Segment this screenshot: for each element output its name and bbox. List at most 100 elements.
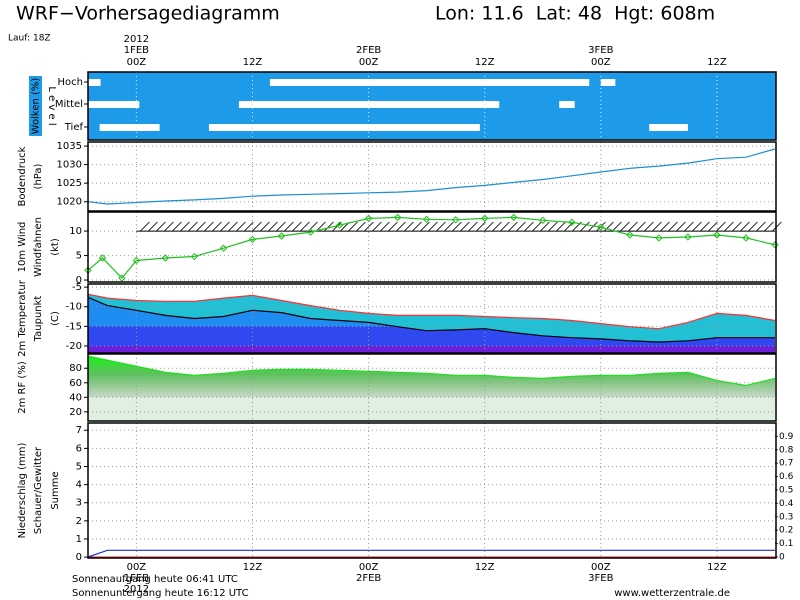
wind-barb: [188, 221, 198, 232]
marker: [771, 241, 779, 249]
wind-barb: [348, 221, 358, 232]
wind-barb: [444, 221, 454, 232]
wind-barb: [140, 221, 150, 232]
y-tick-label: 3: [76, 498, 82, 509]
y-tick-label: 1: [76, 534, 82, 545]
wind-barb: [604, 221, 614, 232]
marker: [510, 213, 518, 222]
marker: [161, 254, 170, 262]
wind-barb: [756, 221, 766, 232]
y-tick-label: 20: [69, 407, 82, 418]
wind-barb: [620, 221, 630, 232]
cloud-band: [88, 79, 101, 86]
wind-barb: [180, 221, 190, 232]
panel: [88, 212, 776, 282]
cloud-band: [600, 79, 616, 86]
wind-barb: [332, 221, 342, 232]
y-tick-label: 80: [69, 363, 82, 374]
wind-barb: [292, 221, 302, 232]
wind-barb: [228, 221, 238, 232]
time-tick-label: 00Z: [359, 562, 379, 573]
panel-frame: [87, 422, 777, 559]
wind-barb: [684, 221, 694, 232]
wind-barb: [700, 221, 710, 232]
rh-area: [88, 356, 775, 398]
y-axis-label: 2m RF (%): [17, 361, 28, 414]
wind-barb: [236, 221, 246, 232]
y2-tick-label: 0.8: [779, 445, 794, 455]
panel-frame: [87, 71, 777, 141]
wind-barb: [748, 221, 758, 232]
date-label: 3FEB: [588, 45, 613, 56]
marker: [306, 228, 315, 236]
y-axis-label: Schauer/Gewitter: [33, 446, 44, 534]
y-tick-label: -15: [66, 321, 82, 332]
marker: [597, 223, 605, 231]
wind-barb: [588, 221, 598, 232]
y2-tick-label: 0.2: [779, 526, 793, 536]
y-tick-label: 1030: [57, 160, 82, 171]
level-label: Mittel: [55, 99, 83, 110]
wind-barb: [628, 221, 638, 232]
wind-barb: [596, 221, 606, 232]
wind-barb: [764, 221, 774, 232]
wind-barb: [548, 221, 558, 232]
wind-barb: [500, 221, 510, 232]
marker: [118, 274, 126, 282]
wind-barb: [668, 221, 678, 232]
y-tick-label: 5: [76, 461, 82, 472]
panel: [88, 142, 776, 211]
y-tick-label: -10: [66, 302, 82, 313]
wind-barb: [708, 221, 718, 232]
wind-barb: [412, 221, 422, 232]
wind-barb: [276, 221, 286, 232]
date-label: 1FEB: [124, 45, 149, 56]
panel-frame: [87, 283, 777, 354]
marker: [393, 213, 402, 222]
date-label: 1FEB: [124, 573, 149, 584]
rh-band: [88, 397, 775, 421]
wind-barb: [380, 221, 390, 232]
wind-barb: [172, 221, 182, 232]
y-axis-label: Summe: [50, 471, 61, 509]
wind-barb: [468, 221, 478, 232]
year-label: 2012: [124, 34, 149, 45]
y2-tick-label: 0.5: [779, 485, 793, 495]
y-tick-label: 1035: [57, 141, 82, 152]
marker: [539, 216, 547, 225]
sunset: Sonnenuntergang heute 16:12 UTC: [72, 588, 249, 599]
cloud-band: [99, 124, 160, 131]
marker: [248, 235, 257, 244]
y-tick-label: -5: [72, 282, 82, 293]
wind-barb: [476, 221, 486, 232]
y-axis-label: (kt): [50, 238, 61, 256]
wind-barb: [164, 221, 174, 232]
y-tick-label: 7: [76, 425, 82, 436]
time-tick-label: 00Z: [127, 562, 147, 573]
marker: [98, 254, 107, 262]
wind-barb: [364, 221, 374, 232]
y-tick-label: 6: [76, 443, 82, 454]
y-tick-label: 4: [76, 480, 82, 491]
location: Lon: 11.6 Lat: 48 Hgt: 608m: [435, 3, 715, 25]
panel-frame: [87, 211, 777, 283]
wind-barb: [692, 221, 702, 232]
wind-barb: [372, 221, 382, 232]
time-tick-label: 12Z: [707, 562, 727, 573]
wind-barb: [156, 221, 166, 232]
level-axis-label: L e v e l: [46, 86, 57, 125]
title: WRF−Vorhersagediagramm: [16, 3, 280, 25]
wind-barb: [516, 221, 526, 232]
series-line: [87, 296, 775, 343]
cloud-band: [208, 124, 480, 131]
y-axis-label: Niederschlag (mm): [17, 443, 28, 539]
series-line: [87, 549, 775, 558]
wind-barb: [636, 221, 646, 232]
marker: [132, 256, 141, 265]
marker: [742, 234, 750, 242]
wind-barb: [540, 221, 550, 232]
y2-tick-label: 0.9: [779, 432, 794, 442]
y-axis-label: (hPa): [33, 163, 44, 189]
dew-band: [88, 345, 775, 353]
y2-tick-label: 0: [779, 552, 785, 562]
